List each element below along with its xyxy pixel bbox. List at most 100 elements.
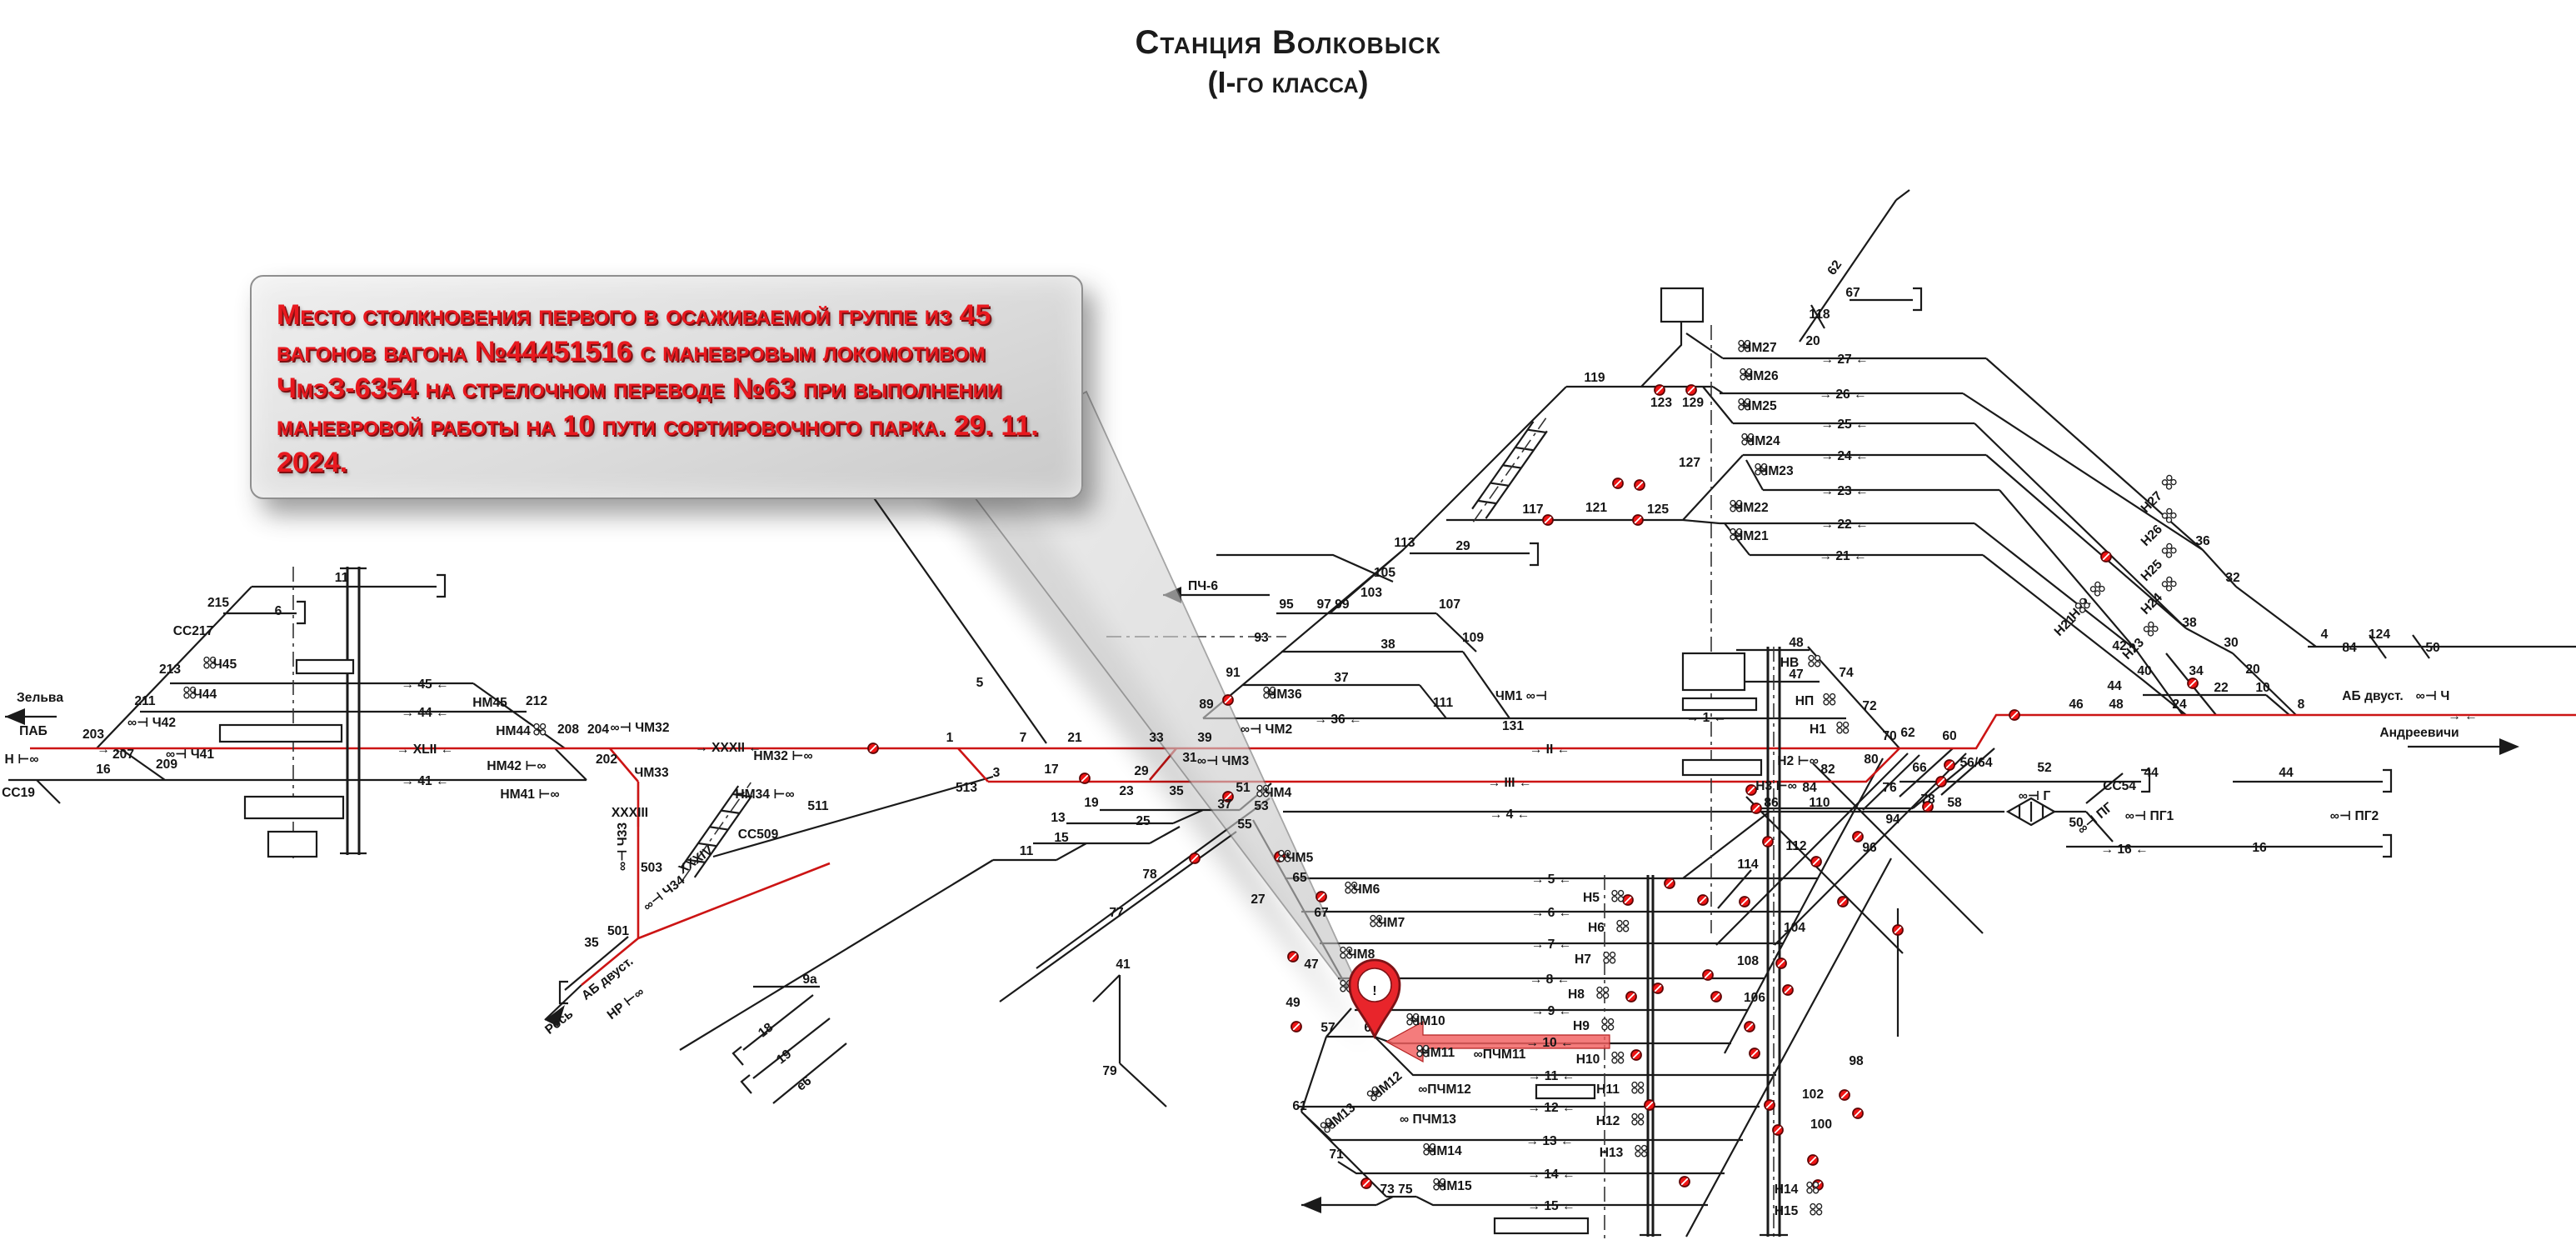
diagram-label: 35 <box>584 936 599 950</box>
svg-text:31: 31 <box>1182 751 1197 765</box>
diagram-label: 3 <box>993 766 1001 780</box>
diagram-label: 41 <box>1116 958 1131 972</box>
diagram-label: 61 <box>1292 1099 1307 1113</box>
diagram-label: ПАБ <box>19 724 47 738</box>
svg-text:36: 36 <box>2195 534 2210 548</box>
svg-text:НМ44: НМ44 <box>496 724 531 738</box>
diagram-label: 209 <box>156 758 177 772</box>
level-crossing <box>1471 418 1548 522</box>
svg-text:118: 118 <box>1809 308 1830 322</box>
svg-text:102: 102 <box>1802 1088 1824 1102</box>
svg-text:∞ ПЧМ13: ∞ ПЧМ13 <box>1400 1112 1456 1127</box>
svg-text:55: 55 <box>1237 818 1252 832</box>
diagram-label: ∞⊣ Ч34 <box>641 873 687 914</box>
svg-text:129: 129 <box>1682 396 1704 410</box>
svg-text:11: 11 <box>335 571 349 585</box>
svg-text:513: 513 <box>956 781 977 795</box>
svg-text:Н ⊢∞: Н ⊢∞ <box>5 752 39 767</box>
diagram-label: 33 <box>1149 731 1164 745</box>
svg-text:48: 48 <box>1789 636 1804 650</box>
svg-text:Н10: Н10 <box>1576 1052 1600 1067</box>
svg-text:208: 208 <box>557 722 579 737</box>
svg-text:66: 66 <box>1912 761 1927 775</box>
diagram-label: → III ← <box>1488 776 1532 790</box>
shunting-signal-dot <box>1222 694 1234 706</box>
svg-text:ЧМ12: ЧМ12 <box>1370 1069 1405 1102</box>
diagram-label: 105 <box>1374 566 1395 580</box>
diagram-label: 79 <box>1102 1064 1117 1078</box>
diagram-label: 52 <box>2037 761 2052 775</box>
diagram-label: 119 <box>1584 371 1605 385</box>
diagram-label: → 26 ← <box>1819 388 1866 402</box>
diagram-label: 131 <box>1502 719 1524 733</box>
svg-text:211: 211 <box>134 694 155 708</box>
diagram-label: ЧМ33 <box>634 766 669 780</box>
diagram-label: 53 <box>1254 799 1269 813</box>
svg-text:215: 215 <box>207 596 229 610</box>
diagram-label: 117 <box>1522 502 1543 517</box>
svg-text:Н13: Н13 <box>1600 1146 1624 1160</box>
svg-text:86: 86 <box>1764 796 1779 810</box>
diagram-label: ЧМ4 <box>1256 784 1292 800</box>
svg-text:→ 21 ←: → 21 ← <box>1819 549 1866 563</box>
svg-text:109: 109 <box>1462 631 1484 645</box>
svg-text:53: 53 <box>1254 799 1269 813</box>
svg-text:→ 22 ←: → 22 ← <box>1820 518 1868 532</box>
svg-text:Н8: Н8 <box>1568 988 1585 1002</box>
svg-text:503: 503 <box>641 861 662 875</box>
diagram-label: 98 <box>1849 1054 1864 1068</box>
svg-text:19: 19 <box>774 1047 794 1067</box>
diagram-label: ∞⊣ ЧМ2 <box>1241 722 1293 737</box>
diagram-label: 25 <box>1136 814 1151 828</box>
diagram-label: Андреевичи <box>2379 726 2459 740</box>
svg-text:ЧМ10: ЧМ10 <box>1410 1014 1445 1028</box>
svg-text:→ 1 ←: → 1 ← <box>1686 711 1727 725</box>
diagram-label: → 23 ← <box>1820 484 1868 498</box>
page-title: Станция Волковыск (I-го класса) <box>0 22 2576 101</box>
svg-text:70: 70 <box>1882 729 1897 743</box>
diagram-label: Н13 <box>1600 1144 1648 1160</box>
svg-text:60: 60 <box>1942 729 1957 743</box>
diagram-label: 106 <box>1744 991 1765 1005</box>
svg-text:40: 40 <box>2137 664 2152 678</box>
diagram-label: 32 <box>2225 571 2240 585</box>
diagram-label: СС19 <box>2 786 35 800</box>
diagram-label: 29 <box>1455 539 1470 553</box>
shunting-signal-dot <box>1679 1176 1690 1188</box>
svg-text:108: 108 <box>1737 954 1759 968</box>
svg-text:71: 71 <box>1329 1148 1344 1162</box>
svg-text:→ 45 ←: → 45 ← <box>401 678 448 692</box>
diagram-label: 103 <box>1360 586 1382 600</box>
platform-rect <box>1535 1083 1596 1100</box>
svg-text:35: 35 <box>584 936 599 950</box>
shunting-signal-dot <box>1782 984 1794 996</box>
diagram-label: 104 <box>1784 921 1805 935</box>
diagram-label: 74 <box>1839 666 1854 680</box>
svg-text:37: 37 <box>1217 798 1231 812</box>
diagram-label: 11 <box>1020 844 1034 858</box>
svg-text:105: 105 <box>1374 566 1395 580</box>
svg-text:АБ двуст.: АБ двуст. <box>2342 689 2403 703</box>
diagram-label: 102 <box>1802 1088 1824 1102</box>
diagram-label: 212 <box>526 694 547 708</box>
svg-text:ЧМ36: ЧМ36 <box>1267 688 1302 702</box>
shunting-signal-dot <box>1079 772 1091 784</box>
svg-text:НР ⊢∞: НР ⊢∞ <box>605 985 647 1022</box>
svg-text:→ 25 ←: → 25 ← <box>1820 418 1868 432</box>
diagram-label: 78 <box>1920 792 1935 807</box>
diagram-label: ∞⊣ ПГ1 <box>2125 809 2174 823</box>
diagram-label: 38 <box>2182 616 2197 630</box>
diagram-label: 55 <box>1237 818 1252 832</box>
diagram-label: ЧМ36 <box>1263 686 1302 702</box>
svg-text:50: 50 <box>2069 816 2084 830</box>
diagram-label: ∞ПЧМ11 <box>1474 1048 1526 1062</box>
svg-text:СС509: СС509 <box>738 828 779 842</box>
shunting-signal-dot <box>1810 856 1822 868</box>
diagram-label: Ч44 <box>183 686 217 702</box>
svg-text:→ 4 ←: → 4 ← <box>1490 808 1530 822</box>
svg-text:67: 67 <box>1314 906 1328 920</box>
diagram-label: → 15 ← <box>1527 1199 1575 1213</box>
diagram-label: ∞⊣ Ч42 <box>127 716 176 730</box>
diagram-label: → II ← <box>1530 742 1570 757</box>
diagram-label: → ← <box>2448 709 2478 723</box>
